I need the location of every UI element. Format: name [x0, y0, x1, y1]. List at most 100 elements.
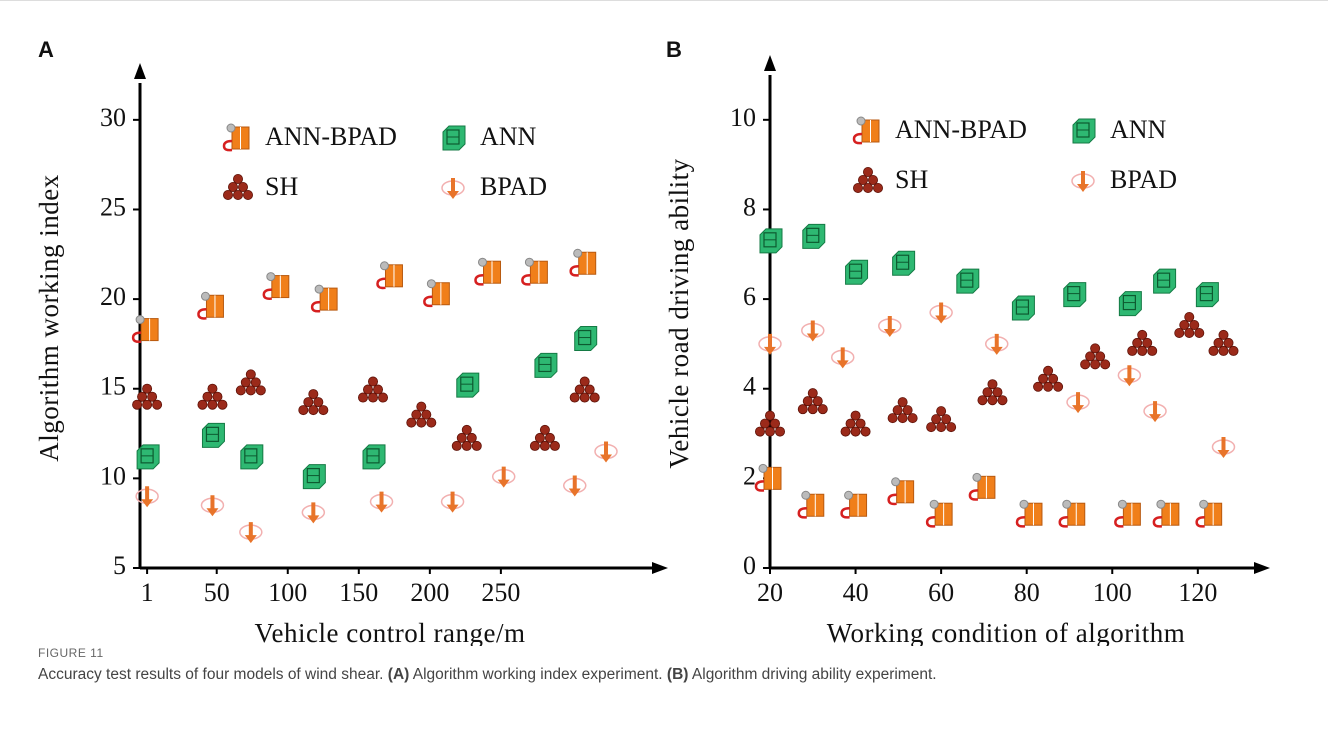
marker-hook — [968, 489, 979, 501]
marker-ball — [868, 175, 878, 185]
point — [1063, 282, 1087, 308]
marker-ball — [1184, 327, 1195, 338]
point — [977, 379, 1008, 406]
point — [235, 369, 266, 396]
marker-ball — [217, 399, 228, 410]
marker-hook — [521, 273, 531, 286]
marker-knob — [929, 499, 939, 509]
marker-ball — [812, 396, 823, 407]
marker-knob — [891, 477, 901, 487]
marker-arrow — [1077, 171, 1089, 192]
figure-label: FIGURE 11 — [38, 646, 104, 660]
point — [1127, 329, 1158, 356]
marker-ball — [544, 432, 555, 443]
marker-ball — [426, 417, 437, 428]
point — [1015, 499, 1043, 528]
marker-hook — [1195, 515, 1205, 528]
marker-hook — [887, 493, 897, 506]
point — [594, 441, 618, 463]
marker-ball — [142, 383, 153, 394]
marker-knob — [573, 248, 583, 258]
point — [197, 291, 224, 320]
marker-ball — [152, 399, 163, 410]
marker-ball — [243, 190, 253, 200]
marker-ball — [574, 384, 585, 395]
marker-ball — [987, 395, 998, 406]
point — [200, 495, 225, 517]
marker-ball — [363, 384, 374, 395]
marker-ball — [569, 392, 580, 403]
point — [521, 257, 548, 286]
marker-ball — [1179, 319, 1190, 330]
marker-ball — [850, 426, 861, 437]
y-axis-arrow — [134, 63, 146, 79]
marker-arrow — [1123, 365, 1136, 387]
marker-ball — [589, 392, 600, 403]
marker-ball — [850, 410, 861, 421]
marker-ball — [1048, 373, 1059, 384]
marker-ball — [936, 422, 947, 433]
marker-ball — [421, 409, 432, 420]
marker-hook — [1152, 515, 1163, 528]
marker-arrow — [375, 491, 388, 513]
marker-ball — [461, 440, 472, 451]
marker-ball — [456, 432, 467, 443]
marker-ball — [137, 391, 148, 402]
marker-ball — [1137, 345, 1148, 356]
point — [474, 257, 502, 286]
y-axis-title: Vehicle road driving ability — [664, 158, 694, 468]
marker-arrow — [806, 320, 819, 342]
point — [926, 406, 957, 433]
point — [1066, 392, 1090, 414]
marker-ball — [1174, 327, 1185, 338]
caption-part: Algorithm working index experiment. — [412, 666, 663, 683]
marker-knob — [972, 472, 982, 482]
marker-hook — [1015, 515, 1026, 528]
marker-ball — [461, 424, 472, 435]
marker-knob — [1062, 499, 1072, 509]
point — [135, 486, 159, 508]
marker-ball — [416, 417, 427, 428]
marker-ball — [207, 399, 218, 410]
legend-icon — [1071, 171, 1095, 192]
marker-ball — [855, 418, 866, 429]
point — [1080, 343, 1111, 370]
point — [197, 383, 228, 410]
point — [845, 259, 869, 285]
y-tick-label: 0 — [743, 551, 756, 580]
marker-ball — [797, 404, 808, 415]
marker-ball — [765, 426, 775, 437]
marker-ball — [373, 384, 384, 395]
marker-arrow — [935, 302, 948, 324]
point — [797, 388, 828, 415]
marker-ball — [471, 440, 482, 451]
marker-knob — [1117, 499, 1127, 509]
marker-ball — [845, 418, 856, 429]
point — [302, 464, 326, 490]
marker-ball — [1043, 365, 1054, 376]
marker-ball — [817, 404, 828, 415]
marker-ball — [529, 440, 540, 451]
y-tick-label: 6 — [743, 282, 756, 311]
marker-knob — [1019, 499, 1029, 509]
marker-hook — [222, 139, 233, 152]
marker-ball — [840, 426, 851, 437]
marker-knob — [1199, 499, 1209, 509]
marker-ball — [941, 414, 952, 425]
point — [529, 424, 560, 451]
marker-ball — [997, 395, 1008, 406]
point — [878, 315, 902, 337]
y-tick-label: 15 — [100, 372, 126, 401]
point — [491, 466, 516, 488]
point — [1118, 291, 1142, 317]
marker-ball — [987, 379, 998, 390]
y-axis-title: Algorithm working index — [34, 174, 64, 461]
marker-hook — [1114, 515, 1124, 528]
point — [802, 223, 826, 249]
caption-text: Accuracy test results of four models of … — [38, 666, 1288, 684]
marker-hook — [797, 507, 807, 519]
marker-hook — [852, 132, 863, 145]
marker-ball — [132, 399, 143, 410]
point — [1195, 282, 1219, 308]
marker-ball — [298, 405, 309, 416]
